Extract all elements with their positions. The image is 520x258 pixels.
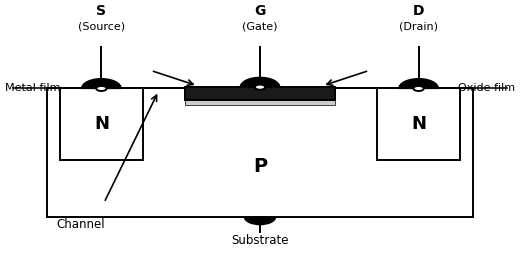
Text: Oxide film: Oxide film [458,83,515,93]
Text: (Source): (Source) [78,22,125,32]
Text: S: S [96,4,107,18]
Text: (Gate): (Gate) [242,22,278,32]
Bar [185,87,335,100]
Circle shape [413,86,424,91]
Wedge shape [244,217,276,225]
Text: P: P [253,157,267,176]
Bar [47,88,473,217]
Text: N: N [411,115,426,133]
Circle shape [96,86,107,91]
Text: G: G [254,4,266,18]
Bar [185,100,335,105]
Text: D: D [413,4,424,18]
Wedge shape [240,77,280,87]
Text: Channel: Channel [56,218,105,231]
Text: Substrate: Substrate [231,233,289,247]
Bar [60,88,143,160]
Text: N: N [94,115,109,133]
Text: Metal film: Metal film [5,83,61,93]
Wedge shape [399,79,438,88]
Text: (Drain): (Drain) [399,22,438,32]
Circle shape [255,85,265,90]
Bar [377,88,460,160]
Wedge shape [82,79,121,88]
